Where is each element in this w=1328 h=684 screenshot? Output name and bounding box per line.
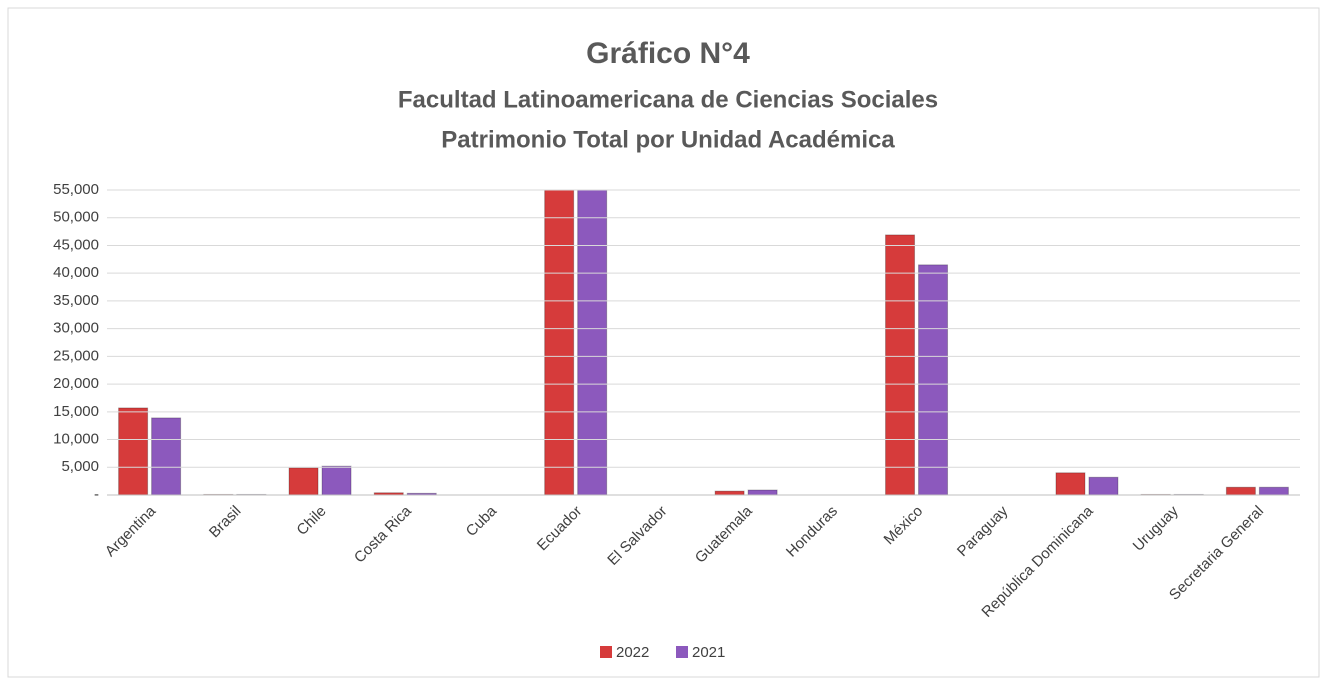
bar bbox=[918, 264, 949, 496]
y-tick-label: 25,000 bbox=[53, 347, 99, 364]
chart-subtitle: Patrimonio Total por Unidad Académica bbox=[441, 126, 895, 153]
chart-title: Gráfico N°4 bbox=[586, 37, 750, 70]
bar bbox=[321, 465, 352, 496]
bar bbox=[1088, 476, 1119, 496]
y-tick-label: 50,000 bbox=[53, 209, 99, 226]
bar bbox=[1258, 486, 1289, 496]
y-tick-label: - bbox=[94, 486, 99, 503]
bar bbox=[885, 234, 916, 496]
legend-label: 2022 bbox=[616, 644, 649, 661]
y-tick-label: 15,000 bbox=[53, 403, 99, 420]
bar bbox=[1225, 486, 1256, 496]
y-tick-label: 20,000 bbox=[53, 375, 99, 392]
legend-swatch bbox=[600, 646, 612, 658]
y-tick-label: 10,000 bbox=[53, 431, 99, 448]
y-tick-label: 55,000 bbox=[53, 181, 99, 198]
bar bbox=[544, 190, 575, 496]
chart-subtitle: Facultad Latinoamericana de Ciencias Soc… bbox=[398, 86, 938, 113]
y-tick-label: 45,000 bbox=[53, 236, 99, 253]
bar bbox=[118, 407, 149, 496]
bar bbox=[747, 489, 778, 496]
y-tick-label: 40,000 bbox=[53, 264, 99, 281]
bar bbox=[1055, 472, 1086, 496]
legend-label: 2021 bbox=[692, 644, 725, 661]
bar bbox=[577, 190, 608, 496]
bar bbox=[714, 490, 745, 496]
legend-swatch bbox=[676, 646, 688, 658]
y-tick-label: 35,000 bbox=[53, 292, 99, 309]
chart-border bbox=[7, 7, 1320, 678]
y-tick-label: 5,000 bbox=[61, 458, 99, 475]
bar bbox=[288, 467, 319, 496]
bar bbox=[151, 417, 182, 496]
y-tick-label: 30,000 bbox=[53, 320, 99, 337]
plot-area bbox=[118, 190, 1289, 496]
